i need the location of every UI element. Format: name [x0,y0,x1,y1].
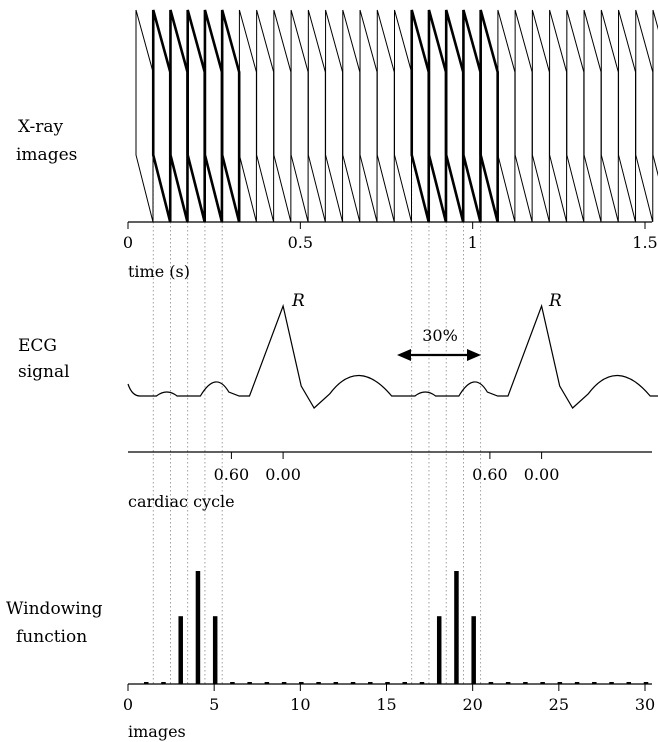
image-tick-label: 5 [209,695,219,714]
window-weight-bar [385,682,390,684]
windowing-label-line1: Windowing [6,599,103,619]
cardiac-axis-label: cardiac cycle [128,492,235,511]
image-tick-label: 15 [376,695,396,714]
r-peak-label-2: R [548,291,562,311]
time-tick-label: 1.5 [632,233,657,252]
xray-frame [600,9,619,223]
image-tick-label: 10 [290,695,310,714]
window-weight-bar [333,682,339,684]
r-peak-label-1: R [291,291,305,311]
windowing-bars [144,571,649,684]
cycle-tick-label: 0.60 [214,465,250,484]
window-weight-bar [247,682,252,684]
xray-frame [307,9,326,223]
cycle-tick-label: 0.00 [265,465,301,484]
xray-label-line1: X-ray [18,117,64,137]
time-tick-label: 0 [123,233,133,252]
xray-frames [135,9,658,223]
xray-frame [566,9,585,223]
xray-label-line2: images [16,145,77,165]
window-weight-bar [195,571,201,684]
xray-frame [394,9,412,223]
xray-frame [342,9,361,223]
window-weight-bar [419,682,425,684]
xray-frame [359,9,378,223]
window-weight-bar [436,616,442,684]
window-weight-bar [350,682,356,684]
window-weight-bar [299,682,304,684]
xray-frame [549,9,568,223]
ecg-waveform [127,303,658,409]
window-weight-bar [402,682,407,684]
xray-frame-selected [427,9,448,223]
window-weight-bar [212,616,218,684]
window-weight-bar [523,682,528,684]
window-weight-bar [161,682,166,684]
window-weight-bar [316,682,321,684]
xray-frame-selected [169,9,189,223]
images-axis-label: images [128,722,186,741]
window-weight-bar [368,682,373,684]
window-weight-bar [454,571,459,684]
window-weight-bar [557,682,563,684]
xray-frame-selected [186,9,206,223]
duration-arrow [397,349,481,361]
window-weight-bar [540,682,545,684]
window-weight-bar [488,682,494,684]
window-weight-bar [230,682,235,684]
image-tick-label: 30 [635,695,655,714]
xray-frame [135,9,154,223]
xray-frame [652,9,658,177]
time-axis-label: time (s) [128,262,190,281]
xray-frame [238,9,257,223]
cycle-tick-label: 0.00 [524,465,560,484]
xray-frame-selected [479,9,499,223]
time-tick-label: 1 [468,233,478,252]
ecg-label-line2: signal [18,362,70,382]
xray-frame [583,9,602,223]
xray-frame [497,9,516,223]
xray-frame-selected [410,9,431,223]
cardiac-cycle-ticks: 0.60 0.00 0.60 0.00 [214,452,560,484]
xray-frame [273,9,292,223]
images-axis-ticks: 0 5 10 15 20 25 30 [123,684,655,714]
xray-frame-selected [444,9,465,223]
duration-label: 30% [422,326,458,345]
xray-frame-selected [462,9,482,223]
window-weight-bar [178,616,183,684]
window-weight-bar [471,616,476,684]
xray-frame [290,9,309,223]
ecg-label-line1: ECG [18,336,57,356]
window-weight-bar [281,682,287,684]
window-weight-bar [626,682,632,684]
windowing-label-line2: function [16,627,87,647]
window-weight-bar [505,682,511,684]
xray-frame [256,9,275,223]
xray-frame-selected [151,9,172,223]
image-tick-label: 25 [549,695,569,714]
xray-frame [635,9,654,223]
image-tick-label: 0 [123,695,133,714]
time-tick-label: 0.5 [288,233,313,252]
xray-frame [325,9,344,223]
xray-frame-selected [203,9,224,223]
window-weight-bar [592,682,597,684]
xray-frame [618,9,637,223]
window-weight-bar [144,682,149,684]
window-weight-bar [574,682,580,684]
xray-frame-selected [220,9,241,223]
cycle-tick-label: 0.60 [472,465,508,484]
guide-lines [152,110,482,684]
window-weight-bar [609,682,614,684]
xray-frame [531,9,550,223]
xray-frame [376,9,395,223]
time-axis-ticks: 0 0.5 1 1.5 [123,222,658,252]
window-weight-bar [264,682,270,684]
xray-frame [514,9,533,223]
image-tick-label: 20 [462,695,482,714]
window-weight-bar [643,682,649,684]
